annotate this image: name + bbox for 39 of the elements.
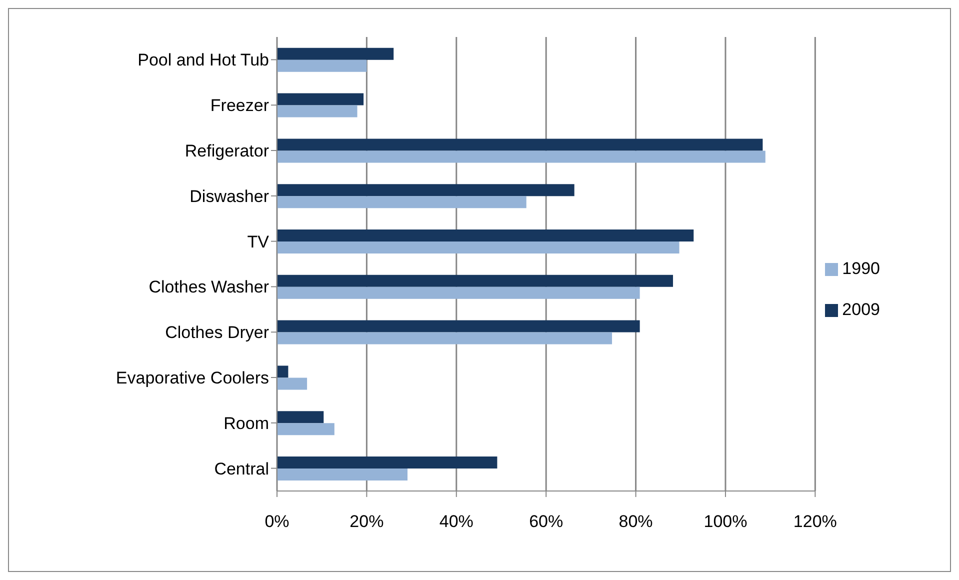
bar xyxy=(277,456,498,468)
bar xyxy=(277,378,308,390)
y-tick-label: Diswasher xyxy=(190,186,270,206)
x-tick-label: 20% xyxy=(350,512,384,532)
x-tick-label: 40% xyxy=(439,512,474,532)
bar xyxy=(277,411,324,424)
bar xyxy=(277,150,766,163)
y-tick-label: Central xyxy=(214,459,269,478)
y-tick-label: Freezer xyxy=(210,96,270,116)
bar xyxy=(277,105,358,118)
y-tick-label: Clothes Washer xyxy=(148,278,270,297)
bar xyxy=(277,320,640,332)
bar xyxy=(277,332,612,344)
bar xyxy=(277,241,680,254)
bar xyxy=(277,60,367,72)
y-tick-label: Clothes Dryer xyxy=(165,323,270,342)
y-tick-label: TV xyxy=(247,232,270,252)
bar xyxy=(277,468,408,480)
bar xyxy=(277,229,694,242)
bar xyxy=(277,184,574,196)
bar xyxy=(277,138,763,151)
bar xyxy=(277,196,526,208)
x-tick-label: 80% xyxy=(618,512,653,532)
y-tick-label: Pool and Hot Tub xyxy=(138,50,269,70)
y-tick-label: Room xyxy=(224,414,269,433)
x-tick-label: 100% xyxy=(704,512,748,532)
x-tick-label: 60% xyxy=(529,512,564,532)
y-tick-label: Refigerator xyxy=(184,142,270,161)
x-tick-label: 120% xyxy=(793,512,837,532)
legend-label: 2009 xyxy=(842,300,880,319)
x-tick-label: 0% xyxy=(264,512,290,532)
bar xyxy=(277,274,674,287)
bar xyxy=(277,423,334,436)
bar xyxy=(277,48,394,60)
bar xyxy=(277,286,640,299)
legend-label: 1990 xyxy=(842,259,880,278)
bar xyxy=(277,366,288,378)
bar xyxy=(277,93,364,106)
y-tick-label: Evaporative Coolers xyxy=(116,368,269,388)
